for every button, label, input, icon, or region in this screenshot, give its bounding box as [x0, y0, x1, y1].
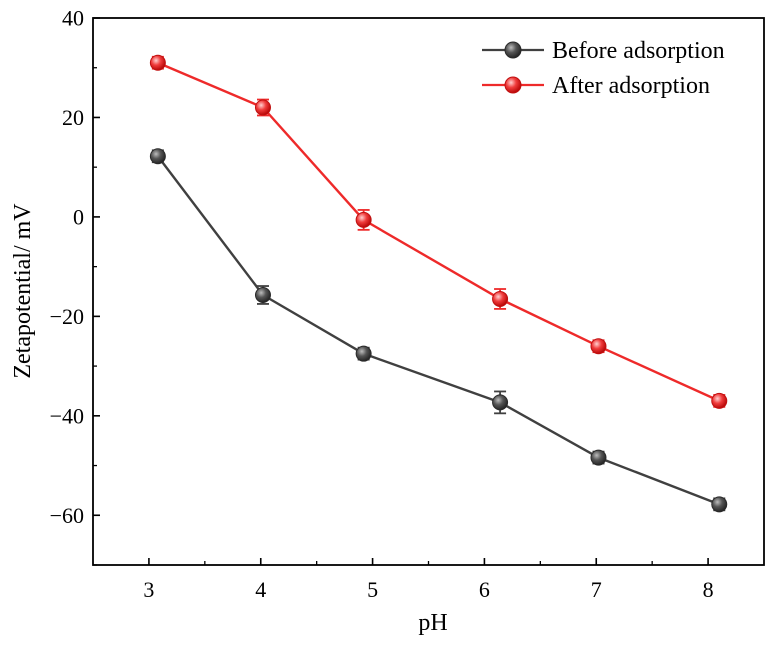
- legend-entry-before: Before adsorption: [482, 38, 725, 64]
- series-line: [157, 61, 720, 402]
- data-point: [355, 345, 372, 362]
- y-tick-label: 0: [73, 204, 84, 229]
- data-point: [492, 290, 509, 307]
- legend-label-before: Before adsorption: [552, 38, 725, 64]
- legend-label-after: After adsorption: [552, 73, 710, 99]
- y-tick-label: −20: [50, 304, 84, 329]
- series-line: [156, 155, 720, 506]
- data-point: [711, 392, 728, 409]
- data-point: [492, 394, 509, 411]
- x-axis-title: pH: [418, 610, 447, 636]
- x-tick-label: 5: [367, 577, 378, 602]
- legend: Before adsorption After adsorption: [482, 38, 725, 99]
- y-axis-title: Zetapotential/ mV: [10, 203, 36, 379]
- y-tick-label: 20: [62, 105, 84, 130]
- series-layer: [149, 54, 728, 513]
- legend-marker-after: [504, 76, 522, 94]
- x-tick-label: 8: [703, 577, 714, 602]
- y-tick-label: −60: [50, 503, 84, 528]
- y-tick-label: 40: [62, 6, 84, 31]
- data-point: [590, 338, 607, 355]
- data-point: [254, 99, 271, 116]
- series-before: [149, 148, 728, 513]
- x-tick-label: 4: [255, 577, 266, 602]
- data-point: [149, 148, 166, 165]
- y-axis-ticks: 40 20 0 −20 −40 −60: [50, 6, 100, 566]
- data-point: [590, 449, 607, 466]
- legend-marker-before: [504, 41, 522, 59]
- data-point: [254, 286, 271, 303]
- x-tick-label: 6: [479, 577, 490, 602]
- x-tick-label: 3: [143, 577, 154, 602]
- data-point: [149, 54, 166, 71]
- y-tick-label: −40: [50, 403, 84, 428]
- data-point: [355, 211, 372, 228]
- legend-entry-after: After adsorption: [482, 73, 710, 99]
- data-point: [711, 496, 728, 513]
- x-tick-label: 7: [591, 577, 602, 602]
- x-axis-ticks: 3 4 5 6 7 8: [143, 558, 714, 602]
- series-after: [149, 54, 728, 409]
